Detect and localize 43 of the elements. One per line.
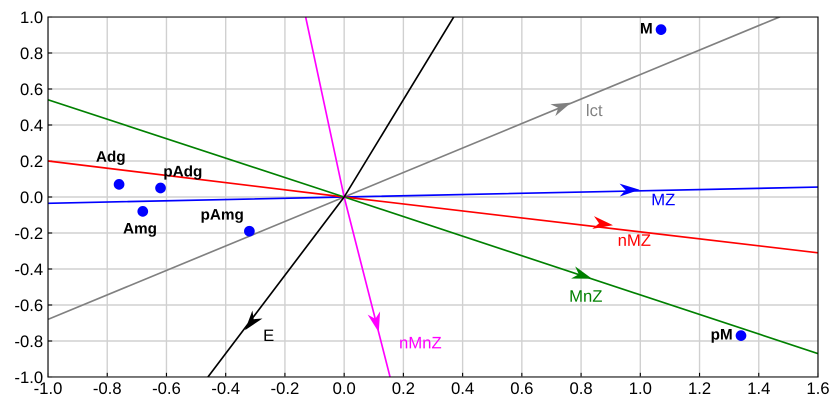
x-tick-label: 1.4: [748, 382, 770, 394]
x-tick-label: 1.0: [630, 382, 652, 394]
y-tick-label: -1.0: [15, 371, 42, 384]
point: [244, 226, 255, 237]
annotation: nMnZ: [400, 336, 442, 348]
x-tick-label: -0.8: [94, 382, 121, 394]
x-tick-label: 0.4: [452, 382, 474, 394]
x-tick-label: 1.2: [689, 382, 710, 394]
annotation: E: [264, 330, 274, 342]
point: [656, 24, 666, 35]
x-tick-label: -0.4: [212, 382, 240, 394]
y-tick-label: 0.8: [20, 47, 42, 60]
x-tick-label: 0.0: [333, 382, 356, 394]
y-tick-label: -0.6: [15, 299, 42, 312]
x-tick-label: 0.2: [392, 382, 414, 394]
y-tick-label: 0.2: [20, 155, 42, 168]
y-tick-label: -0.8: [15, 335, 42, 348]
x-tick-label: 1.6: [808, 382, 829, 394]
annotation: MZ: [652, 194, 675, 206]
point: [155, 182, 166, 194]
point: [137, 206, 148, 217]
y-tick-label: 0.4: [20, 119, 43, 132]
x-tick-label: 0.6: [510, 382, 533, 394]
x-tick-label: -0.2: [271, 382, 298, 394]
x-tick-label: -1.0: [34, 382, 62, 394]
point: [736, 330, 746, 341]
point: [114, 179, 124, 190]
series-label: Amg: [123, 223, 156, 237]
annotation: nMZ: [618, 234, 650, 246]
y-tick-label: -0.2: [15, 227, 42, 240]
x-tick-label: -0.6: [152, 382, 180, 394]
series-label: Adg: [96, 150, 125, 165]
y-tick-label: 1.0: [21, 11, 42, 24]
y-tick-label: 0.6: [20, 83, 42, 96]
series-label: pAmg: [202, 209, 243, 223]
series-label: pM: [712, 329, 732, 343]
series-label: M: [641, 23, 652, 34]
annotation: lct: [587, 104, 602, 116]
series-label: pAdg: [164, 165, 202, 180]
x-tick-label: 0.8: [570, 382, 592, 394]
annotation: MnZ: [570, 290, 602, 302]
y-tick-label: 0.0: [20, 191, 42, 204]
y-tick-label: -0.4: [15, 263, 43, 276]
